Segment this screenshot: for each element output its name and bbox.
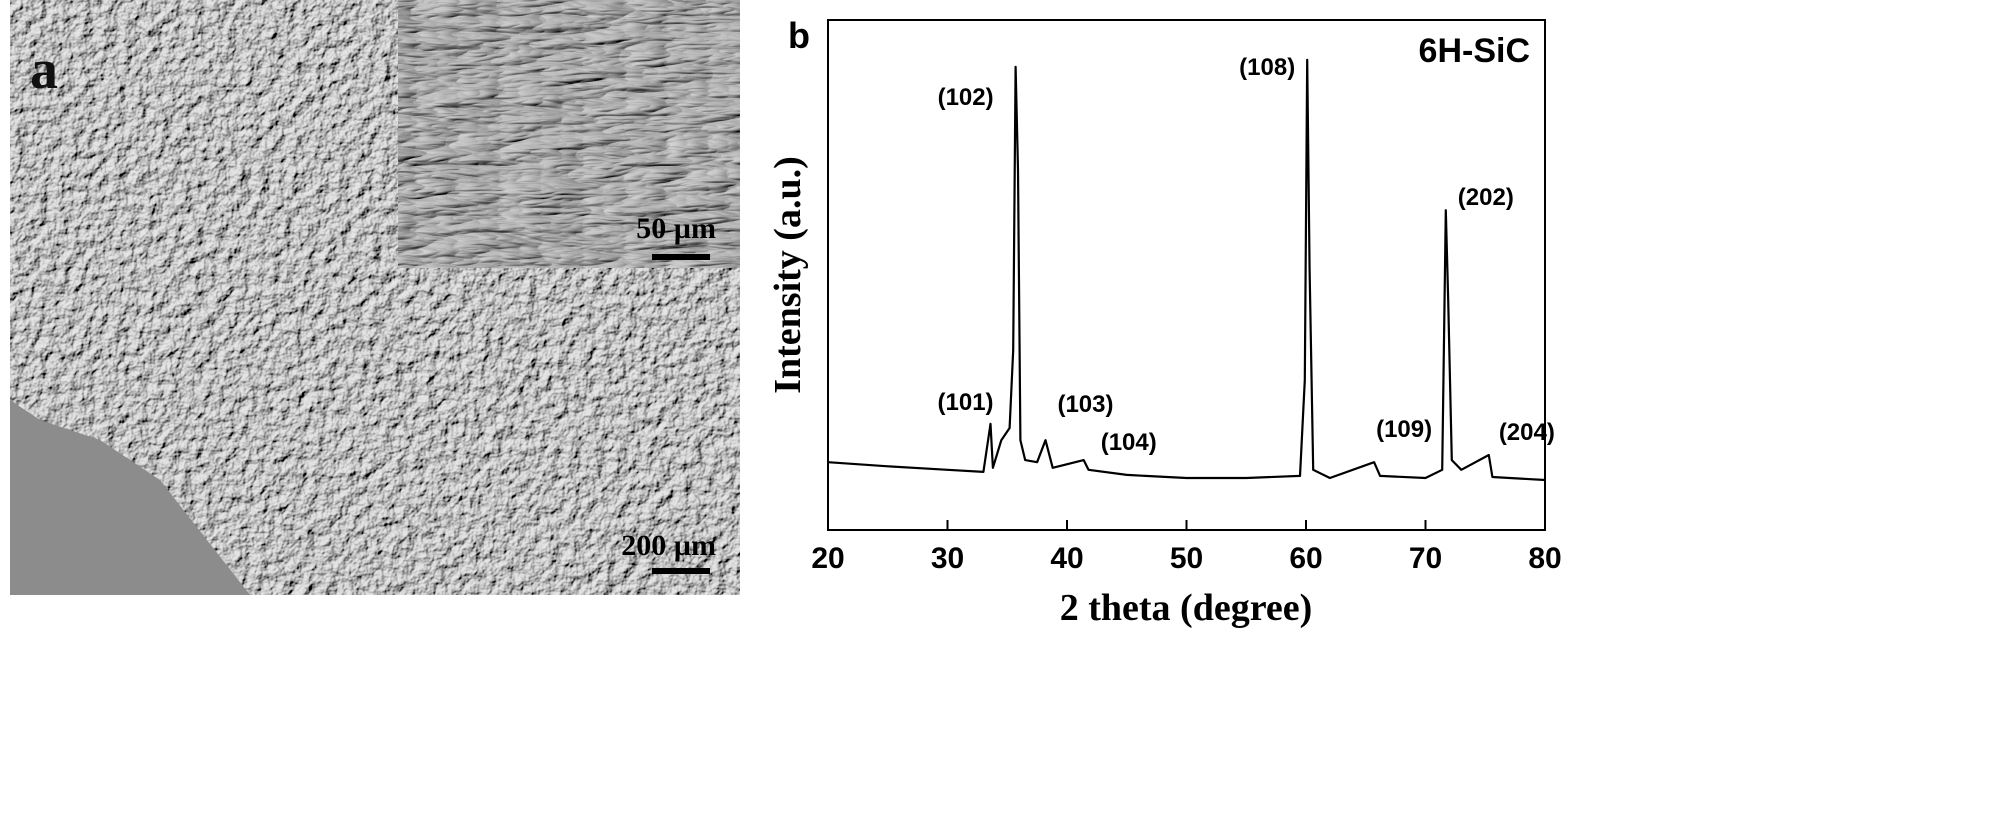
peak-label: (109) xyxy=(1376,416,1432,443)
peak-label: (102) xyxy=(938,84,994,111)
inset-scale-bar xyxy=(652,254,710,260)
plot-frame xyxy=(827,19,1546,531)
x-axis-label: 2 theta (degree) xyxy=(1060,587,1313,629)
x-tick-label: 50 xyxy=(1170,542,1203,575)
y-axis-label: Intensity (a.u.) xyxy=(767,156,809,394)
x-tick-label: 40 xyxy=(1050,542,1083,575)
inset-scale-label: 50 µm xyxy=(636,212,716,245)
x-tick-label: 60 xyxy=(1289,542,1322,575)
x-tick-label: 20 xyxy=(811,542,844,575)
scale-bar xyxy=(652,568,710,574)
scale-label: 200 µm xyxy=(621,529,716,562)
peak-label: (103) xyxy=(1057,391,1113,418)
xrd-chart: b 6H-SiC 2 theta (degree) Intensity (a.u… xyxy=(767,15,1562,629)
chart-title: 6H-SiC xyxy=(1419,32,1530,70)
x-tick-label: 80 xyxy=(1528,542,1561,575)
xrd-line xyxy=(827,58,1546,482)
peak-label: (108) xyxy=(1239,54,1295,81)
peak-label: (204) xyxy=(1499,419,1555,446)
panel-label: b xyxy=(788,15,810,56)
x-tick-label: 70 xyxy=(1409,542,1442,575)
sem-inset xyxy=(398,0,740,268)
peak-label: (202) xyxy=(1458,184,1514,211)
x-tick-label: 30 xyxy=(931,542,964,575)
peak-label: (101) xyxy=(938,389,994,416)
sem-panel: a 50 µm 200 µm xyxy=(10,0,740,595)
peak-label: (104) xyxy=(1101,429,1157,456)
panel-label: a xyxy=(30,39,58,101)
